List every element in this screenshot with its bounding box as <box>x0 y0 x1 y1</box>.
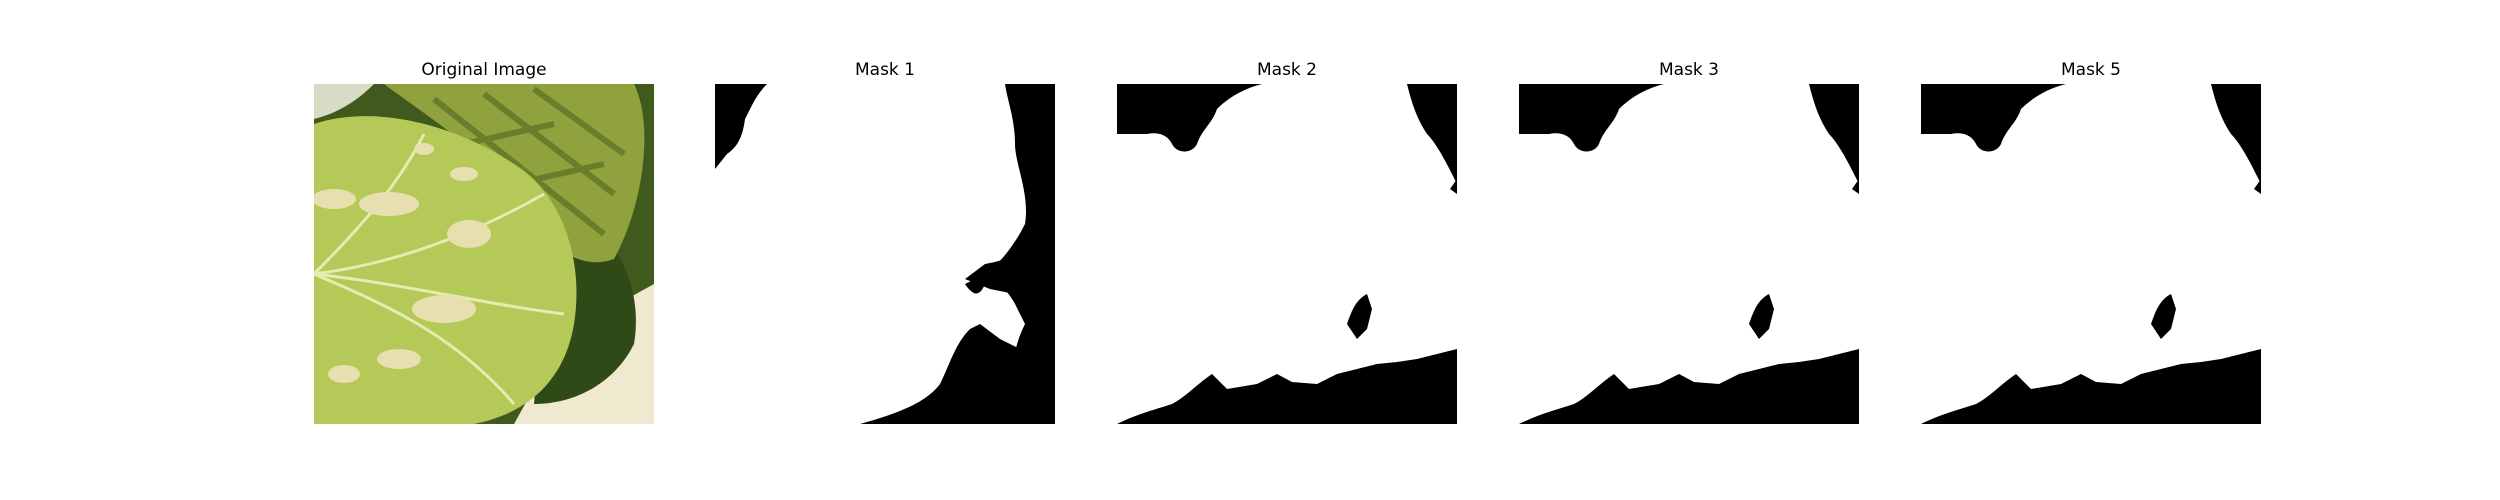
mask-2-image <box>1117 84 1457 424</box>
mask-5-image <box>1921 84 2261 424</box>
mask-region <box>1809 84 1859 184</box>
mask-region <box>1921 349 2261 424</box>
panel-original-image: Original Image <box>314 60 654 430</box>
upper-leaf-veins <box>432 86 626 237</box>
mask-region <box>715 84 767 169</box>
lesion <box>377 349 421 369</box>
panel-mask-1: Mask 1 <box>715 60 1055 430</box>
panel-title: Mask 5 <box>2060 60 2121 80</box>
mask-region <box>965 84 1055 384</box>
lesion <box>359 192 419 216</box>
mask-region <box>1450 179 1457 194</box>
photo-corner <box>314 84 374 119</box>
mask-region <box>1407 84 1457 184</box>
mask-1-image <box>715 84 1055 424</box>
panel-title: Mask 2 <box>1256 60 1317 80</box>
panel-title: Original Image <box>421 60 547 80</box>
panel-title: Mask 1 <box>854 60 915 80</box>
main-leaf-veins <box>314 133 565 405</box>
mask-region <box>2151 294 2176 339</box>
panel-mask-5: Mask 5 <box>1921 60 2261 430</box>
mask-region <box>1347 294 1372 339</box>
lesion <box>447 220 491 248</box>
leaf-photo <box>314 84 654 424</box>
lesion <box>412 295 476 323</box>
mask-3-image <box>1519 84 1859 424</box>
panel-mask-3: Mask 3 <box>1519 60 1859 430</box>
mask-region <box>1852 179 1859 194</box>
mask-region <box>2254 179 2261 194</box>
mask-region <box>860 284 1055 424</box>
panel-mask-2: Mask 2 <box>1117 60 1457 430</box>
lesion <box>450 167 478 181</box>
mask-region <box>1519 349 1859 424</box>
mask-region <box>1117 349 1457 424</box>
lesion <box>328 365 360 383</box>
lesion <box>414 143 434 155</box>
panel-title: Mask 3 <box>1658 60 1719 80</box>
mask-region <box>965 234 1055 294</box>
lesion <box>314 189 356 209</box>
mask-region <box>1749 294 1774 339</box>
mask-region <box>1117 84 1262 152</box>
mask-region <box>1519 84 1664 152</box>
mask-region <box>1921 84 2066 152</box>
mask-region <box>2211 84 2261 184</box>
